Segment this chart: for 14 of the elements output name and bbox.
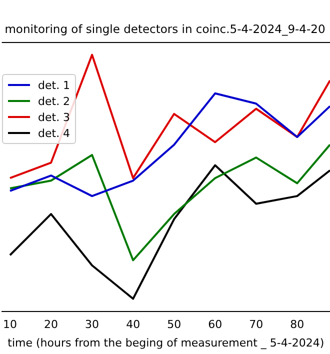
x-tick-label: 80 xyxy=(290,318,304,332)
legend-label: det. 4 xyxy=(38,126,70,140)
legend-label: det. 2 xyxy=(38,94,70,108)
x-tick-label: 10 xyxy=(3,318,17,332)
x-tick-label: 30 xyxy=(85,318,100,332)
chart-title: monitoring of single detectors in coinc.5-4-2024_9-4-20 xyxy=(4,22,326,36)
x-axis-title: time (hours from the beging of measurement _ 5-4-2024) xyxy=(8,336,324,350)
x-tick-label: 60 xyxy=(208,318,222,332)
x-tick-label: 70 xyxy=(249,318,264,332)
x-tick-label: 50 xyxy=(167,318,182,332)
legend-label: det. 1 xyxy=(38,78,70,92)
x-tick-label: 40 xyxy=(126,318,140,332)
x-tick-label: 20 xyxy=(44,318,58,332)
legend-label: det. 3 xyxy=(38,110,70,124)
